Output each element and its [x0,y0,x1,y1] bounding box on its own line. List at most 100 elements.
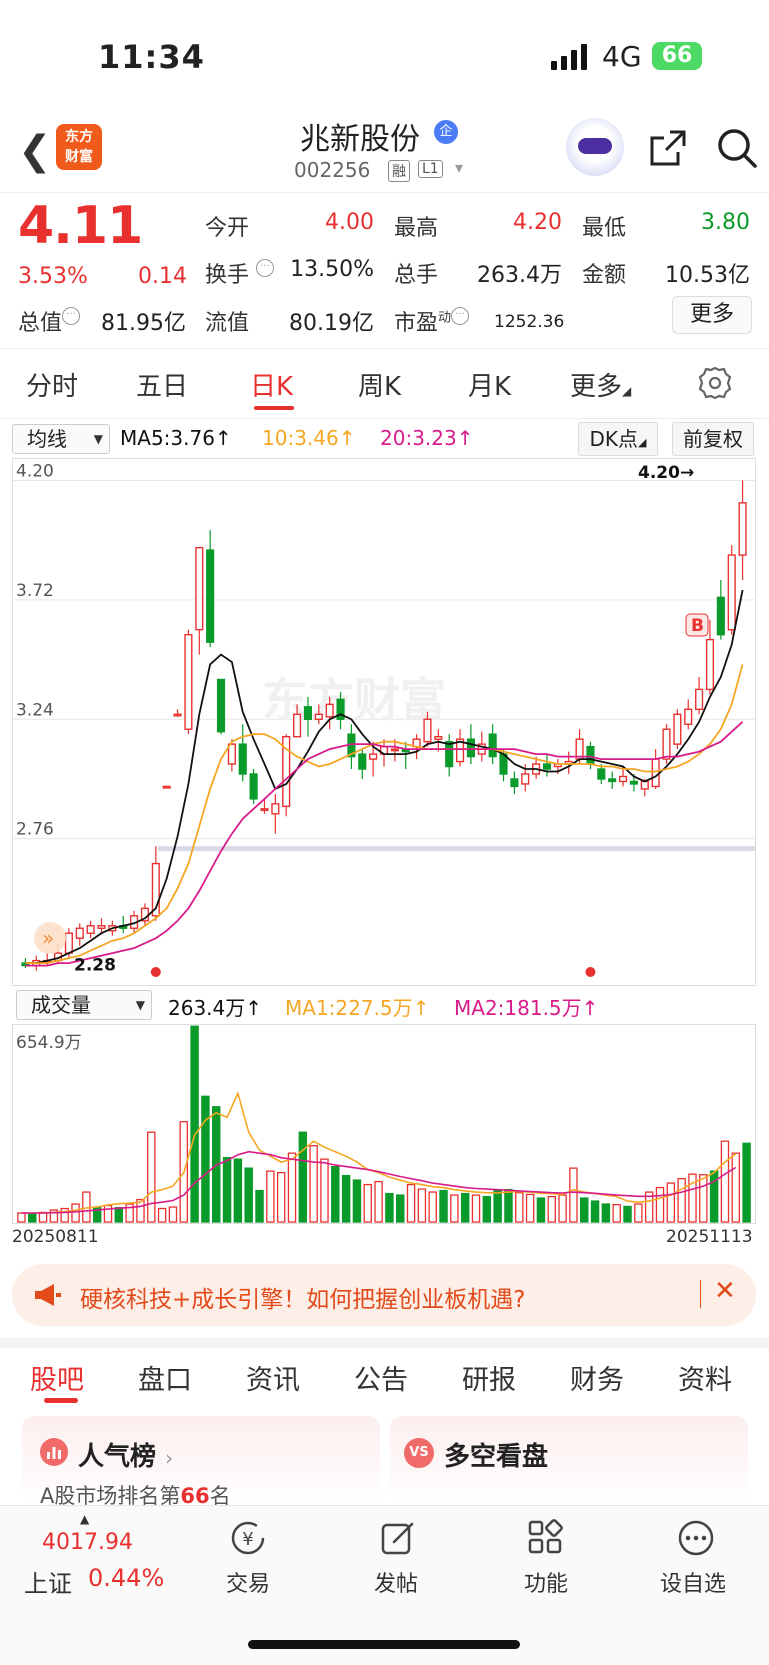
tab-weekly-k[interactable]: 周K [358,372,402,402]
candle-body [195,546,204,631]
support-band [158,846,756,852]
volume-bar [168,1206,178,1223]
candle-body [282,735,291,808]
buy-marker [685,613,709,637]
indicator-select[interactable]: 均线 ▼ [12,424,110,454]
popularity-card[interactable] [22,1416,380,1506]
active-tab-indicator [254,406,294,410]
candle-body [151,862,160,917]
gear-icon[interactable] [698,366,732,400]
dk-point-label: DK点 [589,427,639,451]
home-indicator [248,1640,520,1649]
buy-marker-label: B [691,616,704,636]
candle-body [238,743,247,775]
amount-label: 金额 [582,263,627,288]
tab-research[interactable]: 研报 [462,1365,516,1396]
nav-post[interactable]: 发帖 [374,1572,419,1597]
volume-bar [60,1207,69,1223]
nav-functions[interactable]: 功能 [524,1572,569,1597]
tab-daily-k[interactable]: 日K [250,372,294,402]
share-icon[interactable] [648,128,688,168]
float-cap-value: 80.19亿 [289,311,374,336]
promo-banner[interactable] [12,1264,756,1326]
volume-indicator-label: 成交量 [31,993,91,1017]
volume-label: 总手 [394,263,439,288]
search-icon[interactable] [715,126,759,170]
vs-icon: VS [404,1438,434,1468]
volume-bar [666,1182,676,1223]
compose-icon[interactable] [378,1518,418,1558]
price-adjust-button[interactable]: 前复权 [672,422,754,456]
level1-tag: L1 [418,160,443,178]
tab-five-day[interactable]: 五日 [136,372,189,402]
volume-now-legend: 263.4万↑ [168,996,263,1020]
turnover-label[interactable]: 换手 ··· [205,257,275,289]
tab-monthly-k[interactable]: 月K [468,372,512,402]
turnover-label-text: 换手 [205,263,250,288]
volume-bar [720,1140,730,1223]
dk-point-button[interactable]: DK点◢ [578,422,658,456]
tab-news[interactable]: 资讯 [246,1365,300,1396]
amount-value: 10.53亿 [665,263,750,288]
status-time: 11:34 [98,38,205,76]
bull-bear-title: 多空看盘 [444,1442,549,1472]
stock-name[interactable]: 兆新股份 [300,122,420,157]
y-tick-label: 2.76 [16,820,54,840]
trade-icon[interactable]: ¥ [228,1518,268,1558]
volume-bar [331,1165,340,1223]
candle-body [303,706,313,720]
pe-label[interactable]: 市盈动 ··· [394,305,470,337]
info-icon[interactable]: ··· [451,307,470,325]
tab-profile[interactable]: 资料 [678,1365,732,1396]
chevron-double-right-icon: » [42,926,54,950]
volume-bar [147,1131,156,1223]
ma20-legend: 20:3.23↑ [380,426,474,450]
kline-chart[interactable]: 4.20 3.72 3.24 2.76 东方财富 4.20→ 2.28 » B [12,458,756,986]
nav-trade[interactable]: 交易 [226,1572,271,1597]
bull-bear-card[interactable] [390,1416,748,1506]
index-value[interactable]: 4017.94 [42,1530,133,1555]
chevron-down-icon: ◢ [622,384,632,398]
high-value: 4.20 [513,210,562,235]
grid-icon[interactable] [526,1518,566,1558]
candle-body [662,728,671,760]
volume-bar [49,1209,59,1223]
candle-body [173,713,182,717]
candle-body [206,549,215,643]
index-change-percent[interactable]: 0.44% [88,1564,165,1592]
banner-text[interactable]: 硬核科技+成长引擎！如何把握创业板机遇? [80,1287,526,1313]
divider [0,1338,769,1348]
more-dots-icon[interactable] [676,1518,716,1558]
y-tick-label: 3.24 [16,700,54,720]
info-icon[interactable]: ··· [256,259,275,277]
signal-dot [150,967,161,977]
nav-add-watchlist[interactable]: 设自选 [660,1572,727,1597]
back-button[interactable]: ❮ [18,128,52,174]
brand-logo[interactable]: 东方 财富 [56,124,102,170]
ma20-line [25,721,744,967]
info-icon[interactable]: ··· [62,307,81,325]
market-cap-label[interactable]: 总值 ··· [18,305,81,337]
divider [700,1280,701,1308]
watermark: 东方财富 [262,673,446,727]
volume-value: 263.4万 [477,263,562,288]
tab-announcements[interactable]: 公告 [354,1365,408,1396]
index-name[interactable]: 上证 [24,1570,72,1598]
tab-guba[interactable]: 股吧 [30,1365,84,1396]
turnover-value: 13.50% [290,257,374,282]
close-icon[interactable]: ✕ [714,1276,736,1306]
more-quote-button[interactable]: 更多 [672,296,752,334]
volume-bar [320,1158,329,1223]
volume-bar [439,1189,448,1223]
tab-more[interactable]: 更多◢ [570,366,631,403]
volume-chart[interactable]: 654.9万 [12,1024,756,1224]
tab-finance[interactable]: 财务 [570,1365,624,1396]
tab-intraday[interactable]: 分时 [26,372,79,402]
open-value: 4.00 [325,210,374,235]
tab-order-book[interactable]: 盘口 [138,1365,192,1396]
chevron-down-icon[interactable]: ▾ [455,158,464,177]
caret-up-icon: ▲ [80,1512,90,1526]
battery-indicator: 66 [652,42,702,70]
ma1-line [21,1090,737,1214]
volume-indicator-select[interactable]: 成交量 ▼ [16,990,152,1020]
